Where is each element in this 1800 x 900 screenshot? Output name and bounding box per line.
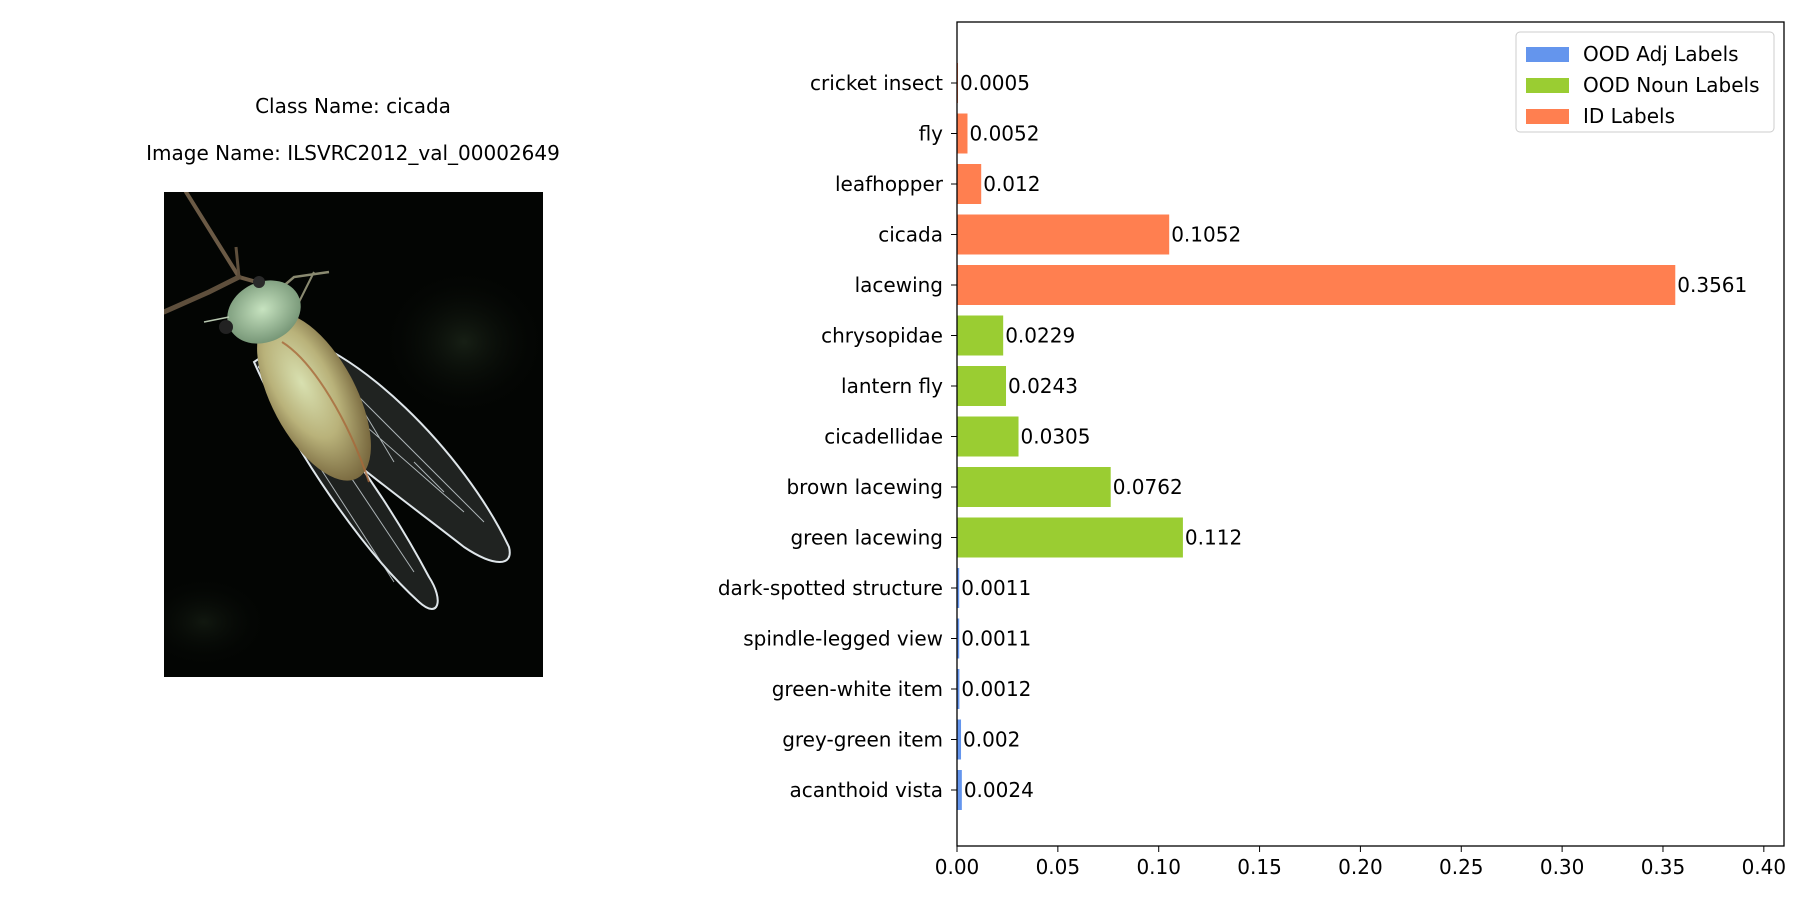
legend-label-noun: OOD Noun Labels bbox=[1583, 73, 1760, 97]
category-label: dark-spotted structure bbox=[718, 576, 943, 600]
x-tick-label: 0.40 bbox=[1742, 855, 1787, 879]
value-label: 0.0005 bbox=[960, 71, 1030, 95]
value-label: 0.0762 bbox=[1113, 475, 1183, 499]
value-label: 0.1052 bbox=[1171, 223, 1241, 247]
bar-5 bbox=[957, 517, 1183, 558]
bar-13 bbox=[957, 113, 968, 154]
bar-12 bbox=[957, 164, 982, 204]
value-label: 0.3561 bbox=[1677, 273, 1747, 297]
bar-8 bbox=[957, 366, 1007, 406]
category-label: acanthoid vista bbox=[790, 778, 943, 802]
value-label: 0.0305 bbox=[1021, 425, 1091, 449]
x-tick-label: 0.15 bbox=[1237, 855, 1282, 879]
value-label: 0.0011 bbox=[961, 576, 1031, 600]
x-tick-label: 0.35 bbox=[1641, 855, 1686, 879]
legend-swatch-noun bbox=[1526, 78, 1569, 93]
bar-6 bbox=[957, 467, 1111, 507]
bar-7 bbox=[957, 416, 1019, 457]
value-label: 0.0243 bbox=[1008, 374, 1078, 398]
x-tick-label: 0.00 bbox=[935, 855, 980, 879]
legend-label-id: ID Labels bbox=[1583, 104, 1675, 128]
x-axis: 0.00 0.05 0.10 0.15 0.20 0.25 0.30 0.35 0.40 bbox=[935, 846, 1786, 879]
bar-10 bbox=[957, 265, 1676, 305]
category-label: spindle-legged view bbox=[743, 627, 943, 651]
x-tick-label: 0.20 bbox=[1338, 855, 1383, 879]
value-label: 0.012 bbox=[983, 172, 1040, 196]
value-label: 0.112 bbox=[1185, 526, 1242, 550]
value-label: 0.002 bbox=[963, 728, 1020, 752]
category-label: lantern fly bbox=[841, 374, 943, 398]
bar-4 bbox=[957, 568, 960, 608]
bar-11 bbox=[957, 214, 1170, 255]
value-labels-layer: 0.0024 0.002 0.0012 0.0011 0.0011 0.112 0.0762… bbox=[960, 71, 1747, 802]
category-label: cricket insect bbox=[810, 71, 943, 95]
value-label: 0.0229 bbox=[1005, 324, 1075, 348]
category-labels-layer: acanthoid vista grey-green item green-whit… bbox=[718, 71, 957, 802]
bar-0 bbox=[957, 770, 962, 810]
value-label: 0.0012 bbox=[961, 677, 1031, 701]
class-name-caption: Class Name: cicada bbox=[255, 94, 451, 118]
category-label: grey-green item bbox=[782, 728, 943, 752]
category-label: cicada bbox=[878, 223, 943, 247]
bars-layer bbox=[957, 63, 1676, 810]
category-label: cicadellidae bbox=[824, 425, 943, 449]
x-tick-label: 0.05 bbox=[1036, 855, 1081, 879]
bar-1 bbox=[957, 719, 962, 760]
category-label: lacewing bbox=[855, 273, 943, 297]
bar-9 bbox=[957, 315, 1004, 356]
image-name-caption: Image Name: ILSVRC2012_val_00002649 bbox=[146, 141, 560, 165]
bar-3 bbox=[957, 618, 960, 659]
value-label: 0.0052 bbox=[969, 122, 1039, 146]
cicada-photo bbox=[164, 192, 543, 677]
legend-swatch-adj bbox=[1526, 47, 1569, 62]
bar-2 bbox=[957, 669, 960, 709]
category-label: green lacewing bbox=[790, 526, 943, 550]
plot-frame bbox=[956, 21, 1785, 847]
x-tick-label: 0.10 bbox=[1136, 855, 1181, 879]
legend-swatch-id bbox=[1526, 109, 1569, 124]
value-label: 0.0024 bbox=[964, 778, 1034, 802]
category-label: fly bbox=[919, 122, 944, 146]
category-label: brown lacewing bbox=[786, 475, 943, 499]
value-label: 0.0011 bbox=[961, 627, 1031, 651]
legend-label-adj: OOD Adj Labels bbox=[1583, 42, 1739, 66]
x-tick-label: 0.30 bbox=[1540, 855, 1585, 879]
x-tick-label: 0.25 bbox=[1439, 855, 1484, 879]
category-label: green-white item bbox=[772, 677, 943, 701]
legend: OOD Adj Labels OOD Noun Labels ID Labels bbox=[1515, 31, 1775, 133]
legend-box bbox=[1515, 31, 1775, 133]
category-label: chrysopidae bbox=[821, 324, 943, 348]
category-label: leafhopper bbox=[835, 172, 944, 196]
